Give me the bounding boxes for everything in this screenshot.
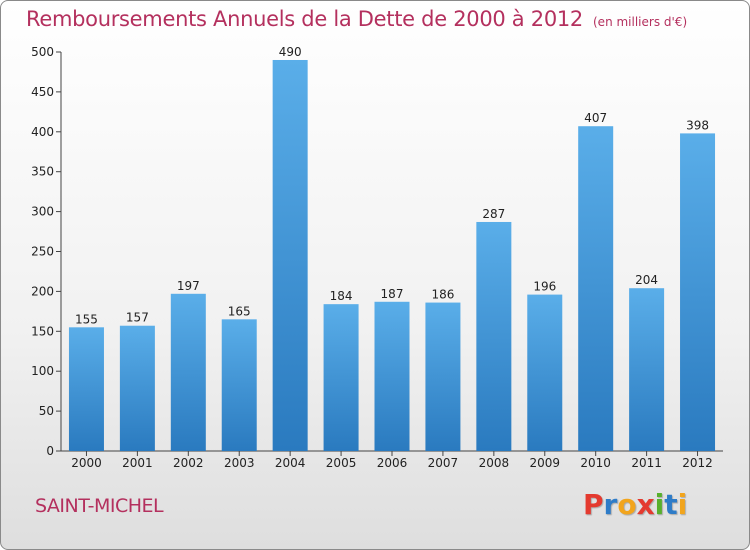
bar-value-label: 157 (126, 311, 149, 325)
bar-value-label: 197 (177, 279, 200, 293)
bar (374, 301, 410, 451)
bar (323, 304, 359, 451)
x-tick-label: 2003 (224, 456, 255, 470)
logo-letter: o (617, 488, 637, 521)
y-tick-label: 200 (31, 284, 54, 298)
bar (476, 221, 512, 451)
bar (680, 133, 716, 451)
x-tick-label: 2001 (122, 456, 153, 470)
y-tick-label: 100 (31, 364, 54, 378)
y-tick-label: 300 (31, 205, 54, 219)
logo-letter: t (664, 488, 678, 521)
bar (578, 126, 614, 452)
chart-unit: (en milliers d'€) (593, 15, 688, 29)
y-axis: 0 50 100 150 200 250 300 350 400 450 500 (31, 45, 62, 458)
bar (68, 327, 104, 451)
y-tick-label: 350 (31, 165, 54, 179)
logo-letter: i (654, 488, 665, 521)
bar-value-label: 186 (431, 288, 454, 302)
y-tick-label: 250 (31, 245, 54, 259)
bar-value-label: 287 (482, 207, 505, 221)
bar-value-label: 187 (381, 287, 404, 301)
bar-value-label: 398 (686, 118, 709, 132)
commune-name: SAINT-MICHEL (35, 495, 164, 517)
x-tick-label: 2005 (326, 456, 357, 470)
y-tick-label: 400 (31, 125, 54, 139)
proxiti-logo: Proxiti (583, 488, 687, 521)
bar-value-label: 165 (228, 304, 251, 318)
x-tick-label: 2006 (377, 456, 408, 470)
x-tick-label: 2010 (580, 456, 611, 470)
bar-value-label: 407 (584, 111, 607, 125)
bar (527, 294, 563, 451)
x-tick-label: 2012 (682, 456, 713, 470)
logo-letter: P (583, 488, 604, 521)
bar (221, 319, 257, 451)
bar-value-label: 184 (330, 289, 353, 303)
bars: 155 157 197 165 490 184 187 186 287 196 407 204 398 (68, 45, 716, 452)
logo-letter: i (677, 488, 688, 521)
bar (629, 288, 665, 451)
bar-value-label: 490 (279, 45, 302, 59)
x-tick-label: 2002 (173, 456, 204, 470)
x-tick-label: 2009 (529, 456, 560, 470)
x-tick-label: 2011 (631, 456, 662, 470)
bar (425, 302, 461, 451)
bar-value-label: 196 (533, 280, 556, 294)
chart-title: Remboursements Annuels de la Dette de 20… (26, 7, 687, 31)
y-tick-label: 150 (31, 324, 54, 338)
bar (170, 293, 206, 451)
x-tick-label: 2007 (428, 456, 459, 470)
x-tick-label: 2008 (479, 456, 510, 470)
bar (272, 59, 308, 451)
y-tick-label: 0 (46, 444, 54, 458)
x-axis: 2000 2001 2002 2003 2004 2005 2006 2007 2008 2009… (61, 450, 723, 470)
x-tick-label: 2004 (275, 456, 306, 470)
bar (119, 325, 155, 451)
x-tick-label: 2000 (71, 456, 102, 470)
y-tick-label: 450 (31, 85, 54, 99)
bar-value-label: 204 (635, 273, 658, 287)
logo-letter: r (603, 488, 618, 521)
chart-title-text: Remboursements Annuels de la Dette de 20… (26, 7, 583, 31)
bar-value-label: 155 (75, 312, 98, 326)
y-tick-label: 500 (31, 45, 54, 59)
logo-letter: x (636, 488, 655, 521)
y-tick-label: 50 (39, 404, 54, 418)
